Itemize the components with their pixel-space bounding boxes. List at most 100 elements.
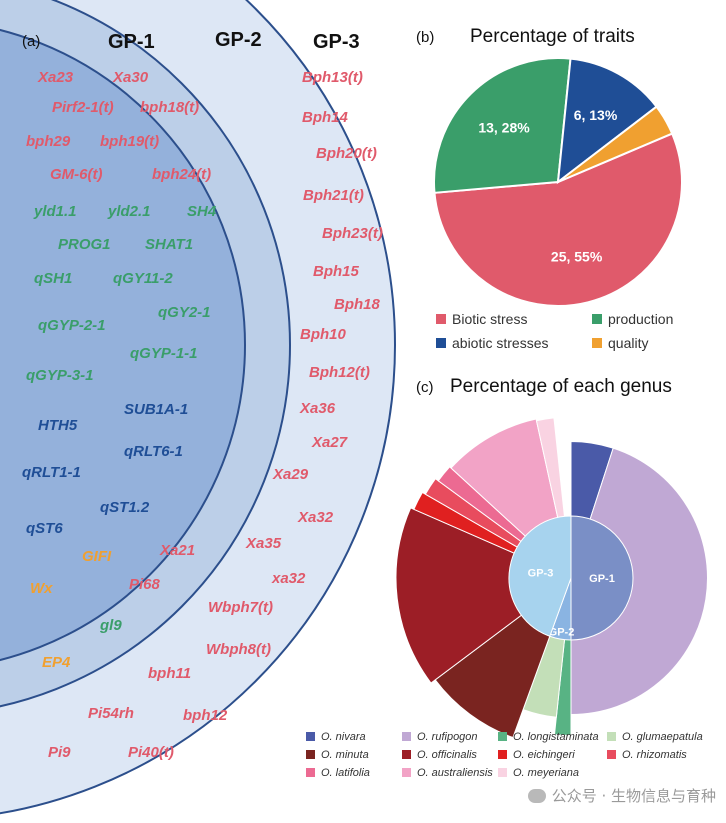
- gene-label: Pi40(t): [128, 744, 174, 761]
- gene-label: bph11: [148, 665, 191, 682]
- legend-label: O. minuta: [321, 749, 369, 761]
- traits-pie: 25, 55% 13, 28% 6, 13%: [433, 57, 683, 307]
- wechat-icon: [527, 789, 546, 803]
- gene-label: yld1.1: [33, 203, 77, 220]
- gene-label: Pi54rh: [88, 705, 134, 722]
- legend-swatch: [306, 750, 315, 759]
- legend-label: quality: [608, 335, 648, 351]
- legend-swatch: [592, 314, 602, 324]
- legend-label: O. meyeriana: [513, 767, 579, 779]
- gene-label: Xa35: [245, 535, 282, 552]
- legend-swatch: [306, 732, 315, 741]
- pie-slice: [556, 57, 658, 185]
- pie-slice-label: 13, 28%: [478, 119, 530, 135]
- gene-label: bph24(t): [152, 166, 211, 183]
- gene-label: Xa32: [297, 509, 334, 526]
- gene-label: SHAT1: [145, 236, 193, 253]
- sunburst-outer-segment: [570, 447, 708, 716]
- gene-label: Bph12(t): [309, 364, 370, 381]
- gene-label: gl9: [99, 617, 122, 634]
- panel-c-title: Percentage of each genus: [450, 376, 672, 397]
- header-gp3: GP-3: [313, 31, 360, 53]
- legend-swatch: [592, 338, 602, 348]
- gene-label: Xa27: [311, 434, 348, 451]
- legend-swatch: [498, 750, 507, 759]
- legend-swatch: [436, 314, 446, 324]
- gene-label: Bph21(t): [303, 187, 364, 204]
- sunburst-inner-label: GP-2: [549, 627, 575, 639]
- gene-label: qGYP-3-1: [26, 367, 94, 384]
- sunburst-inner-label: GP-1: [589, 573, 615, 585]
- watermark-text: 公众号 · 生物信息与育种: [551, 787, 716, 805]
- gene-label: qRLT6-1: [124, 443, 183, 460]
- gene-label: qST6: [26, 520, 63, 537]
- panel-a-gene-pools: Xa23 Xa30 Pirf2-1(t) bph18(t) bph29 bph19(t) G…: [0, 0, 396, 815]
- sunburst-inner-segment: [570, 515, 634, 641]
- gene-label: GIFI: [82, 548, 112, 565]
- gene-label: qSH1: [34, 270, 72, 287]
- sunburst-inner-label: GP-3: [528, 568, 554, 580]
- gp1-region: [0, 29, 246, 661]
- legend-label: abiotic stresses: [452, 335, 548, 351]
- gene-label: bph18(t): [140, 99, 199, 116]
- gene-label: Bph23(t): [322, 225, 383, 242]
- legend-swatch: [402, 768, 411, 777]
- watermark: 公众号 · 生物信息与育种: [527, 785, 716, 806]
- pie-slice: [433, 132, 683, 307]
- gene-label: SUB1A-1: [124, 401, 188, 418]
- gene-label: Xa23: [37, 69, 74, 86]
- panel-b-traits-pie: (b) Percentage of traits 25, 55% 13, 28% 6…: [416, 26, 683, 351]
- legend-label: Biotic stress: [452, 311, 527, 327]
- legend-label: O. eichingeri: [513, 749, 575, 761]
- legend-swatch: [402, 732, 411, 741]
- gene-label: GM-6(t): [50, 166, 103, 183]
- legend-label: O. latifolia: [321, 767, 370, 779]
- traits-legend: Biotic stress production abiotic stresses q…: [436, 311, 673, 351]
- gene-label: PROG1: [58, 236, 111, 253]
- legend-swatch: [498, 732, 507, 741]
- genus-sunburst: GP-1 GP-2 GP-3: [395, 417, 708, 739]
- panel-a-label: (a): [22, 33, 40, 50]
- legend-swatch: [402, 750, 411, 759]
- legend-swatch: [436, 338, 446, 348]
- gene-label: Wbph7(t): [208, 599, 273, 616]
- gene-label: Pi9: [48, 744, 71, 761]
- gene-label: bph29: [26, 133, 71, 150]
- pie-slice-label: 25, 55%: [551, 249, 603, 265]
- gene-label: Xa29: [272, 466, 309, 483]
- gene-label: Xa36: [299, 400, 336, 417]
- gene-label: qGYP-1-1: [130, 345, 198, 362]
- gene-labels: Xa23 Xa30 Pirf2-1(t) bph18(t) bph29 bph19(t) G…: [22, 69, 383, 761]
- gene-label: Bph14: [302, 109, 349, 126]
- gene-label: qST1.2: [100, 499, 150, 516]
- header-gp2: GP-2: [215, 29, 262, 51]
- legend-swatch: [306, 768, 315, 777]
- gene-label: Bph15: [313, 263, 360, 280]
- gene-label: Bph20(t): [316, 145, 377, 162]
- gene-label: qGYP-2-1: [38, 317, 106, 334]
- gene-label: qRLT1-1: [22, 464, 81, 481]
- gene-label: Xa21: [159, 542, 195, 559]
- gene-label: qGY11-2: [113, 270, 173, 287]
- legend-swatch: [607, 732, 616, 741]
- legend-swatch: [607, 750, 616, 759]
- legend-label: O. nivara: [321, 731, 366, 743]
- gene-label: bph19(t): [100, 133, 159, 150]
- panel-c-genus-sunburst: (c) Percentage of each genus GP-1GP-2GP-…: [306, 376, 708, 779]
- gene-label: Pi68: [129, 576, 161, 593]
- header-gp1: GP-1: [108, 31, 155, 53]
- gene-label: xa32: [271, 570, 306, 587]
- sunburst-inner-segment: [508, 515, 572, 637]
- legend-label: production: [608, 311, 673, 327]
- legend-label: O. rufipogon: [417, 731, 478, 743]
- gene-label: Xa30: [112, 69, 149, 86]
- gene-label: HTH5: [38, 417, 78, 434]
- gene-label: SH4: [187, 203, 217, 220]
- pie-slice-label: 6, 13%: [574, 107, 618, 123]
- gene-label: Wx: [30, 580, 53, 597]
- gene-label: Wbph8(t): [206, 641, 271, 658]
- panel-b-title: Percentage of traits: [470, 26, 635, 47]
- legend-label: O. longistaminata: [513, 731, 599, 743]
- pie-slice: [433, 57, 572, 194]
